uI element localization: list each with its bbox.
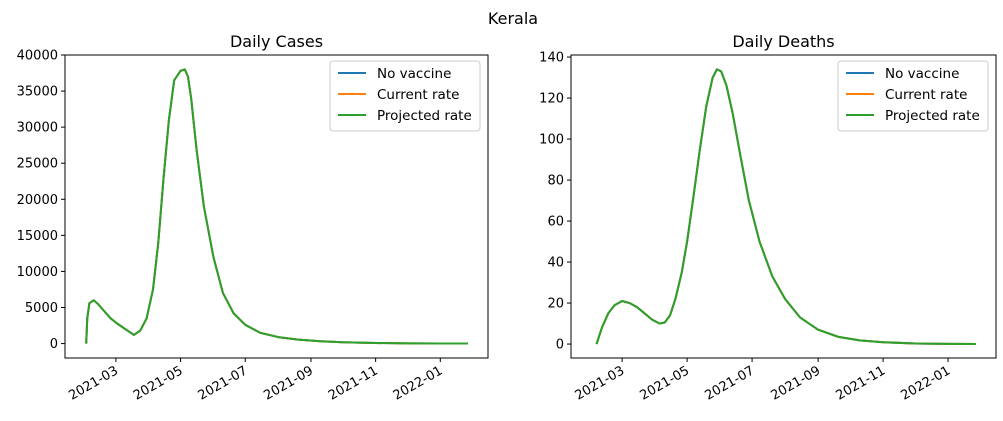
y-tick-label: 60 bbox=[547, 215, 564, 230]
plot-frame bbox=[64, 54, 489, 359]
y-tick-label: 35000 bbox=[17, 85, 58, 100]
legend: No vaccine Current rate Projected rate bbox=[329, 60, 481, 132]
y-tick-label: 40 bbox=[547, 256, 564, 271]
series-line-projected-rate bbox=[595, 68, 976, 346]
legend-label-projected-rate: Projected rate bbox=[885, 108, 980, 124]
y-tick-label: 140 bbox=[539, 51, 564, 66]
y-tick-label: 120 bbox=[539, 92, 564, 107]
legend-label-current-rate: Current rate bbox=[377, 87, 459, 103]
y-tick-label: 5000 bbox=[25, 301, 58, 316]
legend-label-no-vaccine: No vaccine bbox=[885, 66, 959, 82]
y-tick-label: 100 bbox=[539, 133, 564, 148]
plot-title: Daily Deaths bbox=[732, 32, 834, 51]
plot-frame bbox=[570, 54, 997, 359]
x-tick-label: 2021-07 bbox=[196, 363, 251, 403]
x-tick-label: 2021-09 bbox=[261, 363, 316, 403]
y-tick-label: 20000 bbox=[17, 193, 58, 208]
x-tick-label: 2021-07 bbox=[703, 363, 758, 403]
daily-cases-chart: Daily Cases 0 5000 10000 15000 20000 25000 3000… bbox=[17, 32, 489, 404]
x-tick-label: 2021-03 bbox=[573, 363, 628, 403]
legend-label-projected-rate: Projected rate bbox=[377, 108, 472, 124]
figure-title: Kerala bbox=[488, 9, 538, 28]
y-tick-label: 25000 bbox=[17, 157, 58, 172]
legend-label-current-rate: Current rate bbox=[885, 87, 967, 103]
y-tick-label: 80 bbox=[547, 174, 564, 189]
y-tick-label: 0 bbox=[556, 338, 564, 353]
legend-frame bbox=[837, 60, 989, 132]
y-tick-label: 10000 bbox=[17, 265, 58, 280]
x-tick-label: 2022-01 bbox=[899, 363, 954, 403]
y-tick-label: 30000 bbox=[17, 121, 58, 136]
x-tick-label: 2021-11 bbox=[326, 363, 381, 403]
y-tick-label: 0 bbox=[50, 337, 58, 352]
y-tick-label: 20 bbox=[547, 297, 564, 312]
x-tick-label: 2021-11 bbox=[834, 363, 889, 403]
x-tick-label: 2021-03 bbox=[66, 363, 121, 403]
x-tick-label: 2021-05 bbox=[131, 363, 186, 403]
y-tick-label: 40000 bbox=[17, 49, 58, 64]
legend: No vaccine Current rate Projected rate bbox=[837, 60, 989, 132]
legend-frame bbox=[329, 60, 481, 132]
x-tick-label: 2021-05 bbox=[638, 363, 693, 403]
legend-label-no-vaccine: No vaccine bbox=[377, 66, 451, 82]
series-line-projected-rate bbox=[85, 68, 468, 345]
plot-title: Daily Cases bbox=[230, 32, 323, 51]
x-tick-label: 2021-09 bbox=[769, 363, 824, 403]
y-tick-label: 15000 bbox=[17, 229, 58, 244]
x-tick-label: 2022-01 bbox=[391, 363, 446, 403]
